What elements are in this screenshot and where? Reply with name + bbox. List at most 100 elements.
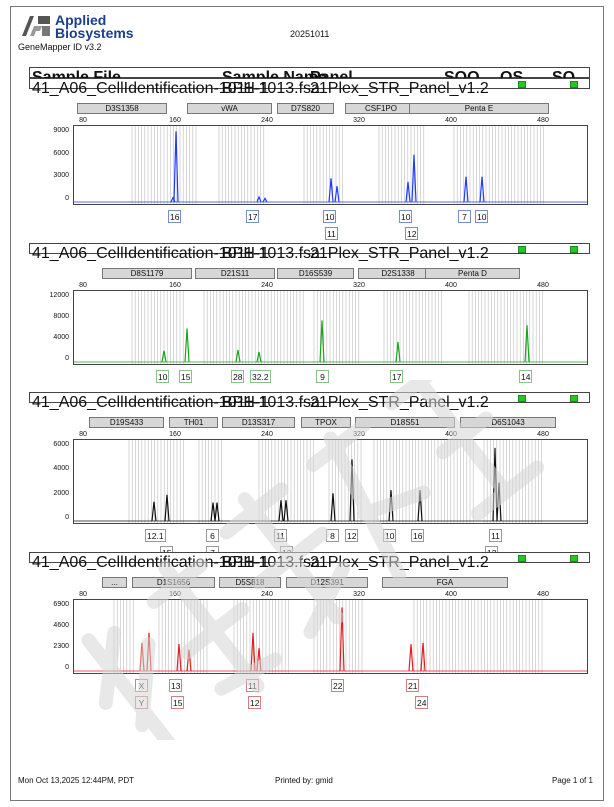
x-tick-label: 160 bbox=[169, 282, 181, 289]
peak bbox=[496, 482, 502, 522]
allele-call[interactable]: 12.1 bbox=[145, 529, 166, 542]
allele-call[interactable]: 10 bbox=[383, 529, 397, 542]
x-tick-label: 480 bbox=[537, 591, 549, 598]
x-tick-label: 400 bbox=[445, 282, 457, 289]
marker-label[interactable]: TH01 bbox=[169, 417, 218, 428]
allele-call[interactable]: X bbox=[135, 679, 148, 692]
marker-label[interactable]: Penta E bbox=[409, 103, 549, 114]
allele-call[interactable]: 10 bbox=[475, 210, 489, 223]
marker-label[interactable]: D12S391 bbox=[286, 577, 368, 588]
sample-row[interactable]: 41_A06_CellIdentification-1011-1013.fsa B… bbox=[29, 392, 590, 411]
allele-call[interactable]: 12 bbox=[405, 227, 419, 240]
allele-call[interactable]: 11 bbox=[489, 529, 502, 542]
allele-call[interactable]: 11 bbox=[246, 679, 259, 692]
sample-row[interactable]: 41_A06_CellIdentification-1011-1013.fsa B… bbox=[29, 552, 590, 571]
x-tick-label: 240 bbox=[261, 431, 273, 438]
x-tick-label: 240 bbox=[261, 591, 273, 598]
x-tick-label: 160 bbox=[169, 431, 181, 438]
marker-label[interactable]: D6S1043 bbox=[460, 417, 556, 428]
allele-call[interactable]: 10 bbox=[399, 210, 413, 223]
marker-label[interactable]: FGA bbox=[382, 577, 508, 588]
electropherogram-plot[interactable] bbox=[73, 599, 588, 674]
panel-name: 21Plex_STR_Panel_v1.2 bbox=[310, 554, 489, 571]
sample-name: BPH-1 bbox=[222, 554, 270, 571]
peak bbox=[170, 196, 176, 203]
marker-label[interactable]: vWA bbox=[187, 103, 272, 114]
sq-status-indicator bbox=[570, 246, 578, 253]
allele-call[interactable]: 10 bbox=[156, 370, 170, 383]
y-tick-label: 0 bbox=[65, 514, 69, 521]
marker-label[interactable]: CSF1PO bbox=[345, 103, 417, 114]
allele-call[interactable]: 32.2 bbox=[250, 370, 271, 383]
allele-call[interactable]: 9 bbox=[316, 370, 329, 383]
marker-label[interactable]: D19S433 bbox=[89, 417, 164, 428]
x-tick-label: 80 bbox=[79, 591, 87, 598]
marker-label[interactable]: Penta D bbox=[425, 268, 520, 279]
allele-call[interactable]: 24 bbox=[415, 696, 429, 709]
marker-label[interactable]: D16S539 bbox=[277, 268, 354, 279]
allele-call[interactable]: 15 bbox=[171, 696, 185, 709]
x-tick-label: 480 bbox=[537, 282, 549, 289]
peak bbox=[146, 632, 152, 672]
sample-file: 41_A06_CellIdentification-1011-1013.fsa bbox=[32, 80, 320, 97]
y-tick-label: 6000 bbox=[53, 441, 69, 448]
panel-header-row: Sample FileSample NamePanelSQOOSSQ bbox=[29, 67, 590, 86]
allele-call[interactable]: 13 bbox=[169, 679, 183, 692]
y-tick-label: 6900 bbox=[53, 601, 69, 608]
allele-call[interactable]: 17 bbox=[390, 370, 404, 383]
allele-call[interactable]: 15 bbox=[179, 370, 193, 383]
peak bbox=[176, 644, 182, 672]
sample-row[interactable]: 41_A06_CellIdentification-1011-1013.fsa B… bbox=[29, 243, 590, 262]
marker-label[interactable]: D3S1358 bbox=[77, 103, 167, 114]
marker-label[interactable]: ... bbox=[102, 577, 127, 588]
allele-call[interactable]: 11 bbox=[325, 227, 338, 240]
allele-call[interactable]: 14 bbox=[519, 370, 533, 383]
allele-call[interactable]: Y bbox=[135, 696, 148, 709]
allele-call[interactable]: 8 bbox=[326, 529, 339, 542]
electropherogram-plot[interactable] bbox=[73, 439, 588, 524]
marker-label[interactable]: D5S818 bbox=[219, 577, 281, 588]
os-status-indicator bbox=[518, 246, 526, 253]
allele-call[interactable]: 10 bbox=[323, 210, 337, 223]
marker-label[interactable]: D1S1656 bbox=[132, 577, 215, 588]
peak bbox=[420, 642, 426, 672]
marker-label[interactable]: D21S11 bbox=[195, 268, 275, 279]
allele-call[interactable]: 28 bbox=[231, 370, 245, 383]
x-tick-label: 80 bbox=[79, 282, 87, 289]
allele-call[interactable]: 17 bbox=[246, 210, 260, 223]
marker-label[interactable]: TPOX bbox=[301, 417, 351, 428]
sq-status-indicator bbox=[570, 81, 578, 88]
allele-call[interactable]: 12 bbox=[345, 529, 359, 542]
os-status-indicator bbox=[518, 395, 526, 402]
marker-label[interactable]: D7S820 bbox=[277, 103, 334, 114]
electropherogram-plot[interactable] bbox=[73, 125, 588, 205]
sample-name: BPH-1 bbox=[222, 80, 270, 97]
peak bbox=[395, 341, 401, 363]
allele-call[interactable]: 6 bbox=[206, 529, 219, 542]
allele-call[interactable]: 22 bbox=[331, 679, 345, 692]
os-status-indicator bbox=[518, 555, 526, 562]
y-tick-label: 4000 bbox=[53, 334, 69, 341]
x-tick-label: 320 bbox=[353, 431, 365, 438]
peak bbox=[151, 501, 157, 522]
allele-call[interactable]: 16 bbox=[411, 529, 425, 542]
electropherogram-plot[interactable] bbox=[73, 290, 588, 365]
brand-name: Applied Biosystems bbox=[55, 13, 134, 40]
x-tick-label: 80 bbox=[79, 431, 87, 438]
y-tick-label: 0 bbox=[65, 664, 69, 671]
marker-label[interactable]: D18S51 bbox=[355, 417, 455, 428]
x-tick-label: 160 bbox=[169, 117, 181, 124]
sample-name: BPH-1 bbox=[222, 245, 270, 262]
peak bbox=[214, 502, 220, 522]
allele-call[interactable]: 11 bbox=[274, 529, 287, 542]
allele-call[interactable]: 16 bbox=[168, 210, 182, 223]
marker-label[interactable]: D8S1179 bbox=[102, 268, 192, 279]
marker-label[interactable]: D13S317 bbox=[222, 417, 295, 428]
sample-row[interactable]: 41_A06_CellIdentification-1011-1013.fsa B… bbox=[29, 78, 590, 97]
allele-call[interactable]: 12 bbox=[248, 696, 262, 709]
peak bbox=[256, 195, 262, 203]
sample-file: 41_A06_CellIdentification-1011-1013.fsa bbox=[32, 245, 320, 262]
y-tick-label: 4000 bbox=[53, 465, 69, 473]
allele-call[interactable]: 7 bbox=[458, 210, 471, 223]
allele-call[interactable]: 21 bbox=[406, 679, 420, 692]
